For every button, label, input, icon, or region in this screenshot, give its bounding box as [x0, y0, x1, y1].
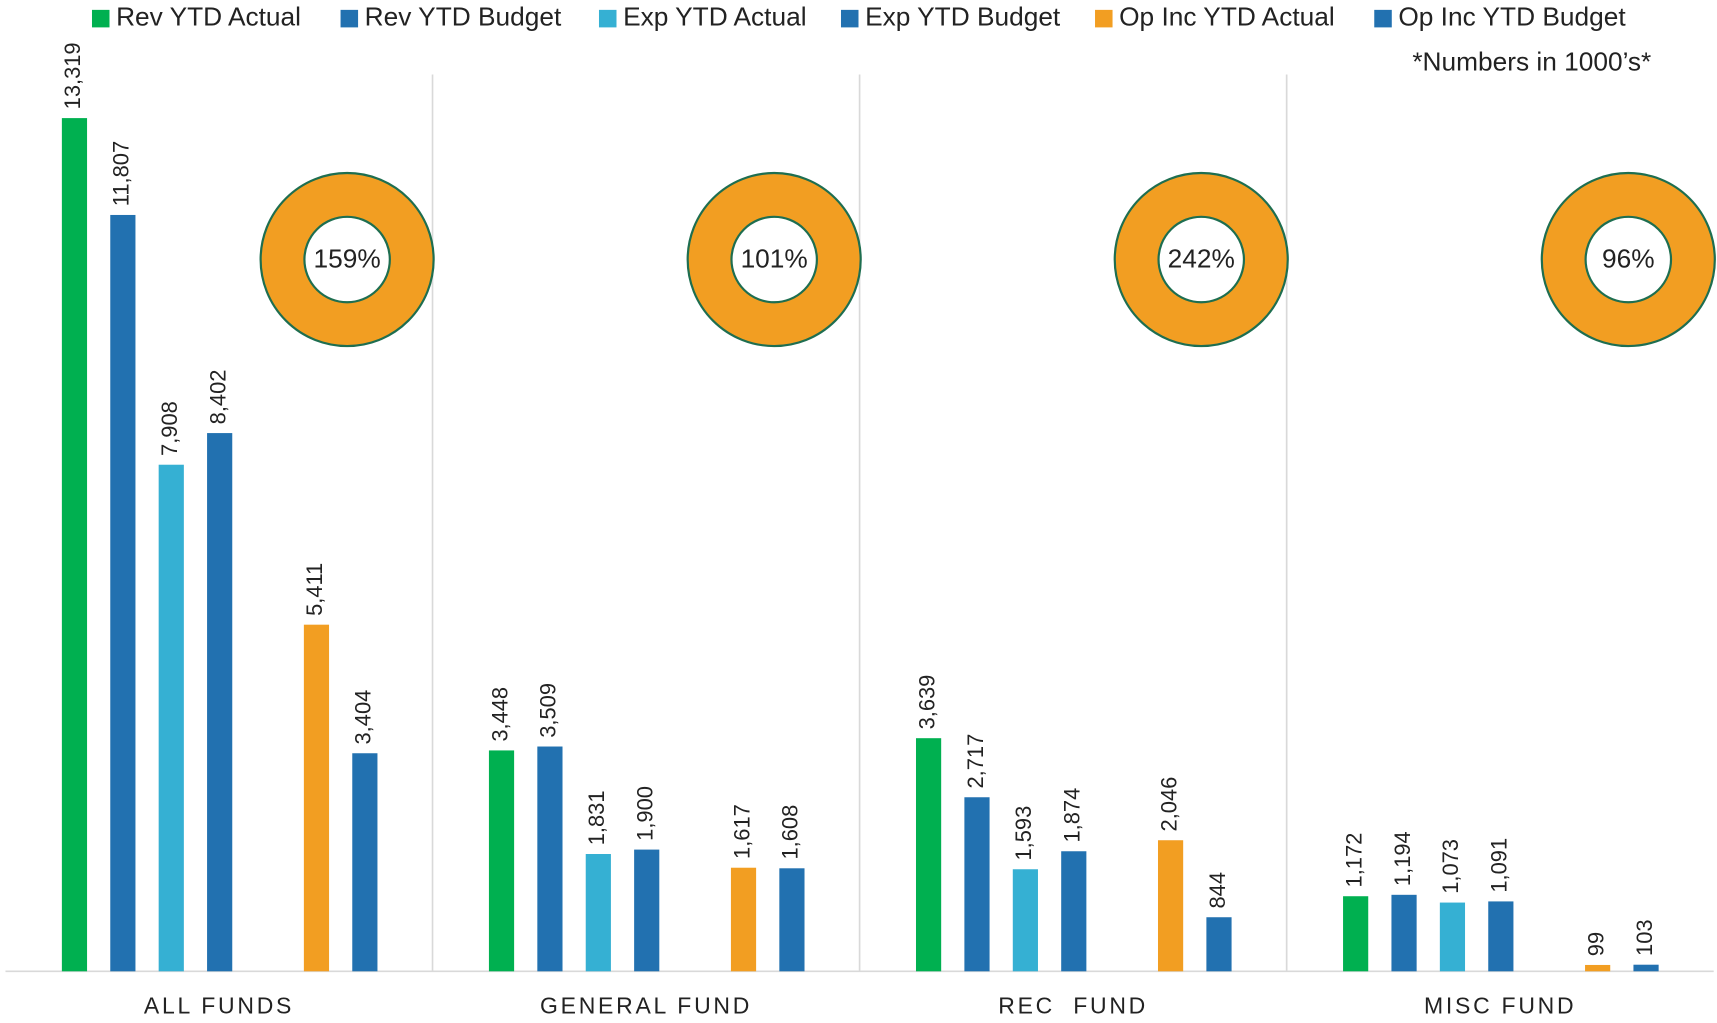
donut-label: 96%	[1602, 244, 1655, 274]
value-label: 3,404	[351, 690, 376, 745]
value-label: 1,608	[778, 805, 803, 860]
bar	[158, 464, 184, 972]
bar	[1488, 901, 1514, 972]
donut-label: 242%	[1168, 244, 1235, 274]
bar	[1343, 896, 1369, 972]
bar	[1439, 902, 1466, 972]
bar	[61, 118, 88, 972]
donut-ring	[260, 173, 434, 347]
value-label: 1,831	[584, 790, 609, 845]
donut-ring	[687, 173, 861, 347]
donut-ring	[1541, 173, 1715, 347]
value-label: 2,717	[963, 734, 988, 789]
donut-outline	[1113, 171, 1289, 348]
bar	[352, 753, 378, 972]
legend-label: Rev YTD Actual	[116, 2, 301, 32]
bar	[585, 854, 611, 972]
legend-label: Op Inc YTD Budget	[1398, 2, 1626, 32]
bar	[303, 624, 330, 972]
value-label: 103	[1632, 919, 1657, 956]
bar	[1012, 869, 1038, 972]
legend-label: Rev YTD Budget	[365, 2, 562, 32]
bar	[1585, 964, 1611, 972]
value-label: 1,091	[1487, 838, 1512, 893]
legend-swatch	[1374, 9, 1392, 28]
donut-outline	[730, 215, 818, 304]
bar	[1633, 964, 1659, 972]
value-label: 2,046	[1156, 777, 1181, 832]
legend-swatch	[840, 9, 859, 28]
donut-outline	[1157, 215, 1246, 304]
legend-label: Exp YTD Budget	[865, 2, 1061, 32]
legend-swatch	[1095, 9, 1113, 28]
donut-label: 101%	[741, 244, 808, 274]
x-tick-label: GENERAL FUND	[540, 993, 752, 1019]
bar	[1206, 917, 1232, 972]
value-label: 3,448	[487, 687, 512, 742]
legend-swatch	[598, 9, 617, 28]
bar	[207, 433, 233, 972]
legend-swatch	[340, 9, 359, 28]
bar	[110, 214, 136, 972]
value-label: 1,617	[729, 804, 754, 859]
value-label: 1,874	[1060, 788, 1085, 843]
bar	[1157, 840, 1184, 972]
bar	[915, 738, 942, 972]
value-label: 1,593	[1011, 806, 1036, 861]
donut-ring	[1114, 173, 1288, 347]
bar	[1061, 851, 1087, 972]
value-label: 1,900	[633, 786, 658, 841]
value-label: 3,509	[536, 683, 561, 738]
donut-outline	[1584, 215, 1673, 304]
bar	[964, 797, 990, 972]
donut-label: 159%	[314, 244, 381, 274]
value-label: 5,411	[302, 563, 327, 616]
bar	[1391, 894, 1417, 972]
bar	[537, 746, 563, 972]
bar	[779, 868, 805, 972]
bar	[730, 867, 757, 972]
value-label: 1,194	[1390, 831, 1415, 886]
value-label: 8,402	[205, 370, 230, 425]
legend-swatch	[91, 9, 110, 28]
value-label: 11,807	[109, 141, 134, 206]
legend-label: Op Inc YTD Actual	[1119, 2, 1335, 32]
donut-outline	[303, 215, 391, 304]
x-tick-label: ALL FUNDS	[144, 993, 294, 1019]
value-label: 3,639	[914, 675, 939, 730]
donut-outline	[1540, 171, 1716, 348]
value-label: 1,172	[1341, 833, 1366, 888]
legend-label: Exp YTD Actual	[623, 2, 806, 32]
value-label: 99	[1583, 932, 1608, 956]
donut-outline	[259, 171, 435, 348]
bar	[634, 849, 660, 972]
value-label: 844	[1205, 872, 1230, 909]
x-tick-label: MISC FUND	[1424, 993, 1576, 1019]
x-tick-label: REC FUND	[998, 993, 1148, 1019]
bar	[488, 750, 515, 972]
value-label: 1,073	[1438, 839, 1463, 894]
value-label: 7,908	[157, 401, 182, 456]
note: *Numbers in 1000’s*	[1412, 46, 1651, 76]
value-label: 13,319	[60, 42, 85, 109]
donut-outline	[686, 171, 862, 348]
